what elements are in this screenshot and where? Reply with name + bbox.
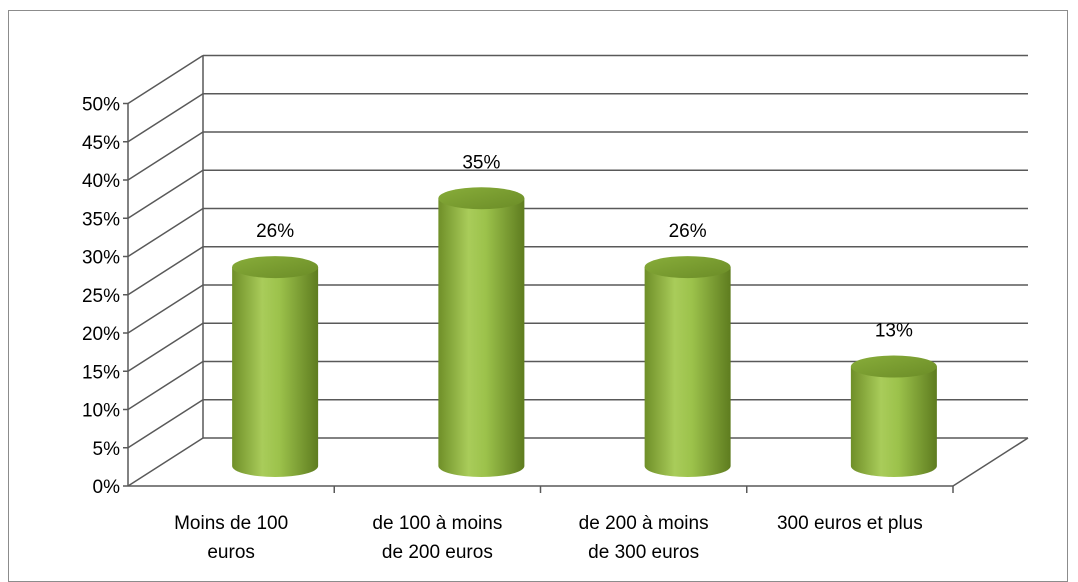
side-gridline bbox=[127, 399, 204, 449]
side-gridline bbox=[127, 131, 204, 181]
category-label: Moins de 100 bbox=[174, 513, 288, 534]
bar-body bbox=[438, 198, 525, 477]
data-label: 13% bbox=[875, 321, 913, 342]
bar bbox=[644, 256, 731, 477]
side-gridline bbox=[127, 93, 204, 143]
y-tick-label: 50% bbox=[82, 95, 120, 116]
y-tick-label: 15% bbox=[82, 362, 120, 383]
side-gridline bbox=[127, 54, 204, 105]
side-gridline bbox=[127, 207, 204, 258]
side-gridline bbox=[127, 437, 204, 487]
y-tick-label: 20% bbox=[82, 324, 120, 345]
bar-body bbox=[644, 267, 731, 477]
data-label: 26% bbox=[669, 221, 707, 242]
bar-top bbox=[644, 256, 731, 279]
category-label: de 300 euros bbox=[588, 542, 699, 563]
side-gridline bbox=[127, 360, 204, 411]
data-label: 35% bbox=[462, 152, 500, 173]
side-gridline bbox=[127, 246, 204, 296]
floor-right-edge bbox=[952, 437, 1029, 487]
y-tick-label: 5% bbox=[93, 439, 121, 460]
bar-top bbox=[850, 355, 937, 378]
data-labels: 26% 35% 26% 13% bbox=[256, 152, 913, 341]
category-label: euros bbox=[207, 542, 255, 563]
side-gridline bbox=[127, 169, 204, 219]
y-tick-label: 25% bbox=[82, 286, 120, 307]
x-axis: Moins de 100 euros de 100 à moins de 200 eu… bbox=[174, 486, 954, 563]
bar-top bbox=[232, 256, 319, 279]
y-tick-label: 10% bbox=[82, 401, 120, 422]
bars bbox=[232, 187, 937, 477]
bar-body bbox=[232, 267, 319, 477]
bar bbox=[232, 256, 319, 477]
bar bbox=[850, 355, 937, 477]
y-axis: 0% 5% 10% 15% 20% 25% 30% 35% 40% 45% 50% bbox=[82, 95, 129, 498]
category-label: 300 euros et plus bbox=[777, 513, 923, 534]
side-gridline bbox=[127, 322, 204, 372]
side-gridline bbox=[127, 284, 204, 334]
bar-body bbox=[850, 366, 937, 477]
category-label: de 200 euros bbox=[382, 542, 493, 563]
bar bbox=[438, 187, 525, 477]
data-label: 26% bbox=[256, 221, 294, 242]
category-label: de 200 à moins bbox=[579, 513, 709, 534]
y-tick-label: 30% bbox=[82, 248, 120, 269]
category-label: de 100 à moins bbox=[372, 513, 502, 534]
y-tick-label: 40% bbox=[82, 171, 120, 192]
y-tick-label: 35% bbox=[82, 209, 120, 230]
y-tick-label: 45% bbox=[82, 133, 120, 154]
bar-top bbox=[438, 187, 525, 210]
y-tick-label: 0% bbox=[93, 477, 121, 498]
